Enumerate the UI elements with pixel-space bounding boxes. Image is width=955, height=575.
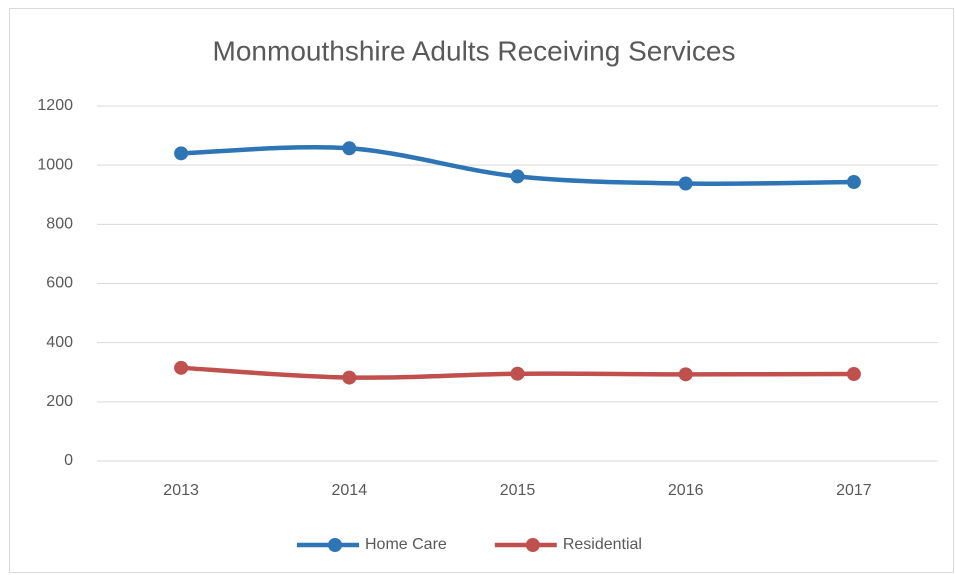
x-tick-label: 2014 [332, 482, 368, 499]
x-tick-label: 2016 [668, 482, 704, 499]
legend-marker [328, 538, 342, 552]
chart-title: Monmouthshire Adults Receiving Services [213, 35, 736, 66]
y-tick-label: 200 [46, 393, 73, 410]
data-point [510, 366, 525, 381]
y-tick-label: 1000 [37, 156, 73, 173]
chart-border [9, 8, 954, 573]
x-tick-label: 2015 [500, 482, 536, 499]
x-tick-label: 2017 [836, 482, 872, 499]
data-point [342, 370, 357, 385]
legend-label: Home Care [365, 536, 447, 553]
y-tick-label: 600 [46, 275, 73, 292]
data-point [678, 367, 693, 382]
data-point [174, 360, 189, 375]
data-point [846, 367, 861, 382]
y-tick-label: 1200 [37, 97, 73, 114]
y-tick-label: 800 [46, 216, 73, 233]
data-point [342, 141, 357, 156]
data-point [678, 176, 693, 191]
data-point [510, 169, 525, 184]
data-point [174, 146, 189, 161]
x-tick-label: 2013 [163, 482, 199, 499]
legend-marker [525, 538, 540, 552]
data-point [846, 175, 861, 190]
legend-label: Residential [563, 536, 642, 553]
y-tick-label: 400 [46, 334, 73, 351]
y-tick-label: 0 [64, 452, 73, 469]
